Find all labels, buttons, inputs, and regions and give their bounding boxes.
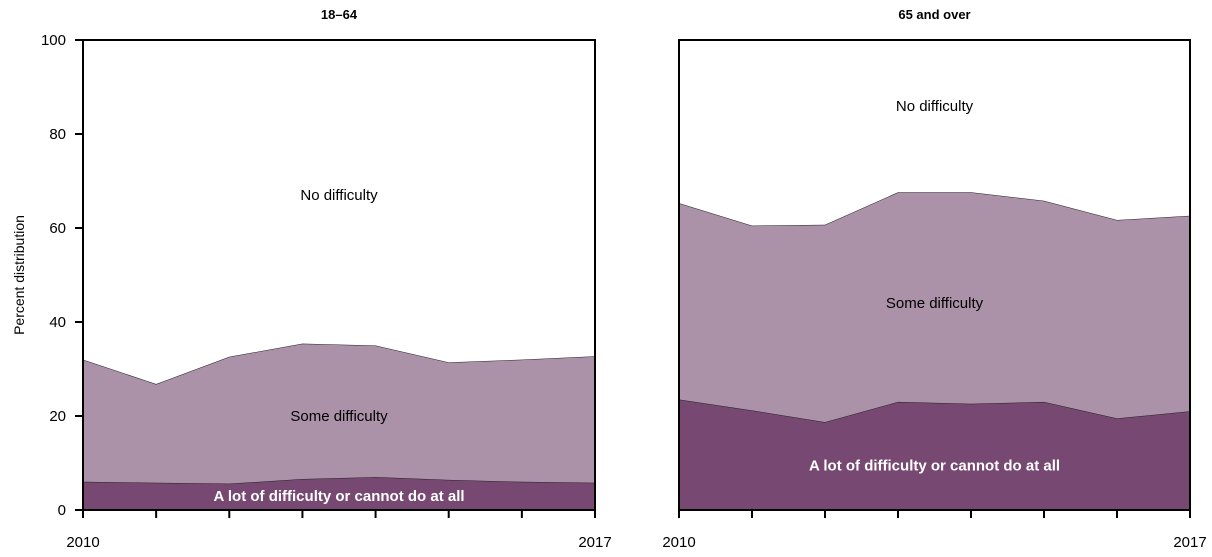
plot-frame: [82, 39, 596, 511]
area-label-a-lot-of-difficulty-or-cannot-do-at-all: A lot of difficulty or cannot do at all: [213, 488, 464, 505]
area-label-no-difficulty: No difficulty: [896, 98, 974, 115]
panel-1: 2010 2017 0 20 40 60 80 100 Percent distribution…: [11, 7, 612, 551]
panel-title: 18–64: [321, 7, 358, 22]
area-label-no-difficulty: No difficulty: [300, 187, 378, 204]
area-a-lot-of-difficulty-or-cannot-do-at-all: [83, 477, 595, 510]
x-tick-label: 2017: [578, 534, 611, 551]
area-label-a-lot-of-difficulty-or-cannot-do-at-all: A lot of difficulty or cannot do at all: [809, 457, 1060, 474]
y-tick-label: 40: [49, 314, 66, 331]
area-a-lot-of-difficulty-or-cannot-do-at-all: [679, 399, 1190, 510]
y-tick-label: 20: [49, 408, 66, 425]
panel-2: 2010 2017 65 and over No difficulty Some dif…: [662, 7, 1206, 551]
x-tick-label: 2017: [1173, 534, 1206, 551]
area-some-difficulty: [679, 192, 1190, 423]
x-tick-label: 2010: [662, 534, 695, 551]
x-tick-label: 2010: [66, 534, 99, 551]
y-tick-label: 80: [49, 126, 66, 143]
area-some-difficulty: [83, 343, 595, 484]
y-tick-label: 60: [49, 220, 66, 237]
area-label-some-difficulty: Some difficulty: [886, 295, 984, 312]
panel-title: 65 and over: [898, 7, 970, 22]
area-no-difficulty: [83, 40, 595, 385]
area-label-some-difficulty: Some difficulty: [290, 408, 388, 425]
y-tick-label: 0: [58, 502, 66, 519]
plot-frame: [678, 39, 1191, 511]
y-tick-label: 100: [41, 32, 66, 49]
area-no-difficulty: [679, 40, 1190, 226]
y-axis-label: Percent distribution: [11, 215, 27, 335]
